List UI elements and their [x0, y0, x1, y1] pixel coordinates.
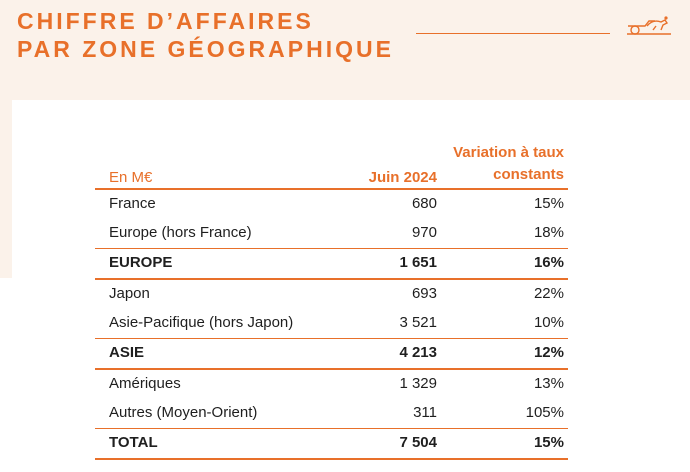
column-header-variation-line-1: Variation à taux	[453, 144, 564, 161]
row-variation: 105%	[525, 404, 564, 421]
page-title-line-2: PAR ZONE GÉOGRAPHIQUE	[17, 36, 394, 62]
row-label: ASIE	[109, 344, 145, 361]
row-variation: 16%	[533, 254, 564, 271]
table-panel	[12, 100, 690, 472]
row-label: TOTAL	[109, 434, 158, 451]
row-variation: 22%	[533, 285, 564, 302]
row-label: Autres (Moyen-Orient)	[109, 404, 258, 421]
table-row: Autres (Moyen-Orient) 311 105%	[95, 399, 568, 429]
column-header-variation: Variation à taux constants	[453, 142, 564, 186]
row-value: 680	[411, 195, 437, 212]
column-header-unit: En M€	[109, 169, 153, 186]
title-divider	[416, 33, 610, 34]
row-value: 3 521	[399, 314, 437, 331]
row-value: 1 329	[399, 375, 437, 392]
table-row: Asie-Pacifique (hors Japon) 3 521 10%	[95, 309, 568, 339]
row-value: 1 651	[399, 254, 437, 271]
table-row-subtotal-asie: ASIE 4 213 12%	[95, 339, 568, 370]
revenue-table: En M€ Juin 2024 Variation à taux constan…	[95, 140, 568, 460]
row-variation: 18%	[533, 224, 564, 241]
row-value: 7 504	[399, 434, 437, 451]
table-row: Japon 693 22%	[95, 280, 568, 309]
row-variation: 13%	[533, 375, 564, 392]
row-variation: 12%	[533, 344, 564, 361]
row-value: 4 213	[399, 344, 437, 361]
row-value: 693	[411, 285, 437, 302]
row-variation: 15%	[533, 195, 564, 212]
row-value: 970	[411, 224, 437, 241]
row-value: 311	[413, 404, 437, 421]
page-title: CHIFFRE D’AFFAIRES PAR ZONE GÉOGRAPHIQUE	[17, 7, 394, 63]
page-title-line-1: CHIFFRE D’AFFAIRES	[17, 8, 314, 34]
carriage-logo-icon	[627, 16, 671, 35]
column-header-variation-line-2: constants	[493, 166, 564, 183]
table-row-total: TOTAL 7 504 15%	[95, 429, 568, 460]
table-header: En M€ Juin 2024 Variation à taux constan…	[95, 140, 568, 190]
row-label: France	[109, 195, 156, 212]
row-variation: 10%	[533, 314, 564, 331]
row-label: Japon	[109, 285, 150, 302]
row-label: EUROPE	[109, 254, 173, 271]
table-row: Europe (hors France) 970 18%	[95, 219, 568, 249]
table-row: France 680 15%	[95, 190, 568, 219]
column-header-june-2024: Juin 2024	[368, 169, 437, 186]
row-variation: 15%	[533, 434, 564, 451]
table-row: Amériques 1 329 13%	[95, 370, 568, 399]
table-row-subtotal-europe: EUROPE 1 651 16%	[95, 249, 568, 280]
row-label: Amériques	[109, 375, 181, 392]
row-label: Asie-Pacifique (hors Japon)	[109, 314, 294, 331]
row-label: Europe (hors France)	[109, 224, 252, 241]
